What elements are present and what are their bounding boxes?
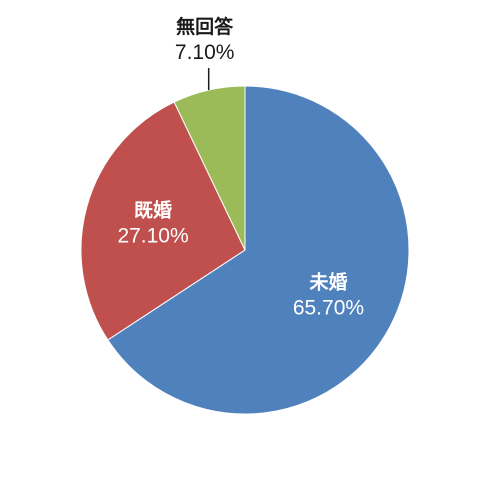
pie-slice-0	[107, 85, 410, 415]
pie-slice-1	[80, 101, 246, 341]
pie-labels: 未婚 65.70% 既婚 27.10% 無回答 7.10%	[117, 15, 364, 319]
slice-label-group-1: 既婚 27.10%	[117, 199, 188, 248]
pie-slices	[80, 85, 410, 415]
slice-value-0: 65.70%	[293, 296, 364, 319]
slice-label-1: 既婚	[134, 199, 172, 222]
slice-value-1: 27.10%	[117, 225, 188, 248]
slice-label-group-2: 無回答 7.10%	[175, 15, 235, 91]
slice-value-2: 7.10%	[175, 41, 235, 64]
slice-label-group-0: 未婚 65.70%	[293, 270, 364, 319]
slice-label-2: 無回答	[176, 15, 234, 38]
pie-slice-2	[173, 85, 246, 251]
slice-label-0: 未婚	[308, 270, 347, 293]
